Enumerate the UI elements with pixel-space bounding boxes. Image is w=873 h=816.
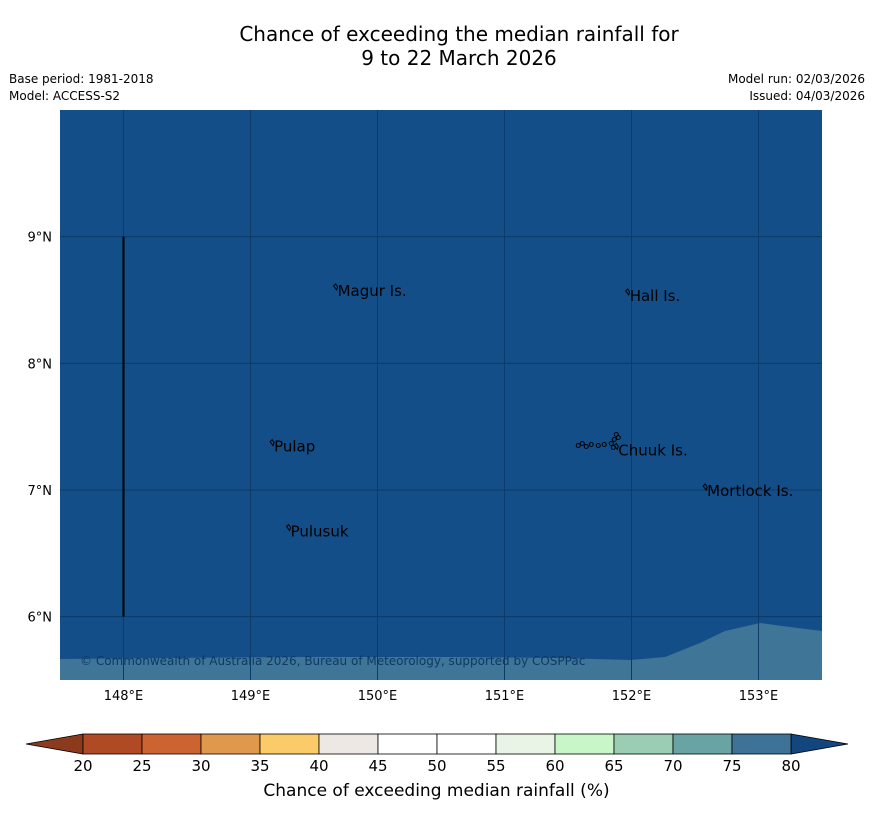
colorbar-tick-label: 35 xyxy=(250,757,269,775)
meta-right: Model run: 02/03/2026 Issued: 04/03/2026 xyxy=(728,71,865,105)
place-label: Pulap xyxy=(274,438,315,456)
island-outline xyxy=(702,483,708,492)
colorbar-tick-label: 20 xyxy=(73,757,92,775)
colorbar-bin xyxy=(141,733,202,755)
colorbar-tick-label: 30 xyxy=(191,757,210,775)
colorbar-bin xyxy=(200,733,261,755)
place-label: Pulusuk xyxy=(291,523,349,541)
island-outline xyxy=(269,438,275,447)
y-tick-label: 6°N xyxy=(28,611,53,626)
colorbar-bin xyxy=(672,733,733,755)
islet-outline xyxy=(595,442,601,448)
colorbar-bin xyxy=(613,733,674,755)
colorbar-bin xyxy=(259,733,320,755)
islet-outline xyxy=(601,441,607,447)
forecast-field xyxy=(60,110,822,680)
colorbar-tick-label: 45 xyxy=(368,757,387,775)
island-outline xyxy=(625,288,631,296)
place-label: Chuuk Is. xyxy=(618,441,687,459)
colorbar-tick-label: 60 xyxy=(545,757,564,775)
x-tick-label: 152°E xyxy=(612,689,652,704)
colorbar-label: Chance of exceeding median rainfall (%) xyxy=(263,781,610,801)
islet-outline xyxy=(579,440,585,446)
y-tick-label: 7°N xyxy=(28,484,53,499)
x-tick-label: 151°E xyxy=(485,689,525,704)
y-tick-label: 8°N xyxy=(28,357,53,372)
colorbar-bin xyxy=(318,733,379,755)
colorbar-bin xyxy=(495,733,556,755)
colorbar-bin xyxy=(554,733,615,755)
colorbar-tick-label: 50 xyxy=(427,757,446,775)
colorbar-tick-label: 25 xyxy=(132,757,151,775)
base-period: Base period: 1981-2018 xyxy=(9,72,154,86)
chart-title: Chance of exceeding the median rainfall … xyxy=(0,22,873,70)
x-tick-label: 148°E xyxy=(104,689,144,704)
copyright-text: © Commonwealth of Australia 2026, Bureau… xyxy=(80,654,585,668)
island-outline xyxy=(613,442,619,451)
x-tick-label: 149°E xyxy=(231,689,271,704)
title-line-1: Chance of exceeding the median rainfall … xyxy=(239,22,679,46)
model-run: Model run: 02/03/2026 xyxy=(727,72,865,86)
issued-date: Issued: 04/03/2026 xyxy=(749,89,865,103)
islet-outline xyxy=(610,444,616,450)
islet-outline xyxy=(611,436,617,442)
colorbar-over-arrow xyxy=(790,733,849,755)
islet-outline xyxy=(575,442,581,448)
colorbar-under-arrow xyxy=(25,733,84,755)
colorbar-bin xyxy=(731,733,792,755)
colorbar-tick-label: 70 xyxy=(663,757,682,775)
islet-outline xyxy=(608,440,614,446)
island-outline xyxy=(285,523,292,532)
island-outline xyxy=(332,283,339,291)
model-name: Model: ACCESS-S2 xyxy=(9,89,121,103)
colorbar-bin xyxy=(82,733,143,755)
y-tick-label: 9°N xyxy=(28,231,53,246)
colorbar-tick-label: 65 xyxy=(604,757,623,775)
colorbar-tick-label: 75 xyxy=(722,757,741,775)
colorbar-tick-label: 55 xyxy=(486,757,505,775)
place-label: Hall Is. xyxy=(630,287,681,305)
x-tick-label: 153°E xyxy=(739,689,779,704)
colorbar-bin xyxy=(377,733,438,755)
x-tick-label: 150°E xyxy=(358,689,398,704)
place-label: Mortlock Is. xyxy=(707,482,793,500)
meta-left: Base period: 1981-2018 Model: ACCESS-S2 xyxy=(9,71,154,105)
islet-outline xyxy=(583,443,589,449)
islet-outline xyxy=(615,434,621,440)
place-label: Magur Is. xyxy=(338,282,407,300)
colorbar-bin xyxy=(436,733,497,755)
colorbar-tick-label: 80 xyxy=(781,757,800,775)
title-line-2: 9 to 22 March 2026 xyxy=(361,46,557,70)
islet-outline xyxy=(588,441,594,447)
colorbar-tick-label: 40 xyxy=(309,757,328,775)
